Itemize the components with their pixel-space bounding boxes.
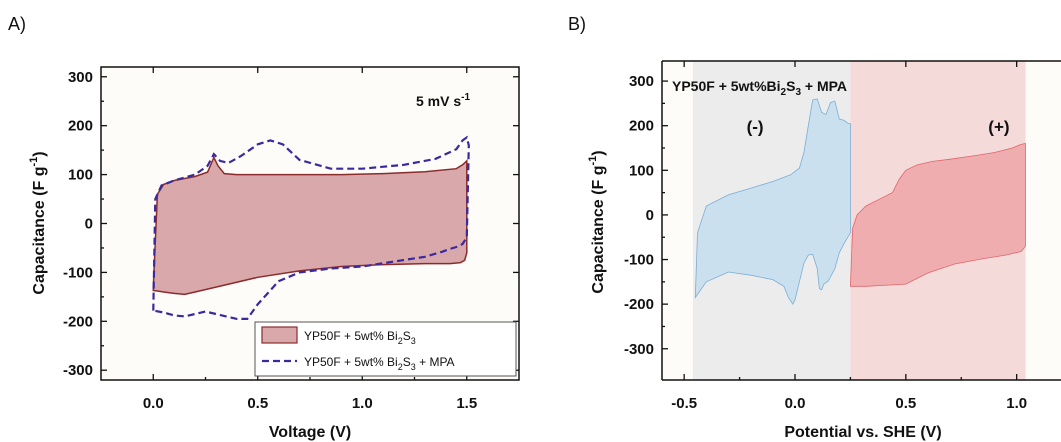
panel-a-legend: YP50F + 5wt% Bi2S3 YP50F + 5wt% Bi2S3 + …	[254, 321, 517, 377]
panel-b-x-tick-label: 1.0	[1006, 395, 1027, 412]
panel-b-y-tick-label: 0	[646, 207, 654, 224]
panel-a-ticks	[101, 67, 519, 380]
panel-b-label: B)	[568, 14, 586, 34]
panel-a-x-axis-title: Voltage (V)	[269, 424, 351, 441]
panel-b-y-tick-label: 300	[629, 73, 654, 90]
panel-a-series-bi2s3-area	[152, 155, 468, 296]
panel-a-legend-swatch-filled	[261, 326, 298, 344]
panel-a-x-tick-label: 1.5	[456, 395, 477, 412]
panel-a-plot-frame	[100, 66, 520, 381]
panel-a-x-tick-label: 0.5	[247, 395, 268, 412]
panel-b-region-label-negative: (-)	[747, 117, 764, 136]
panel-a-label: A)	[8, 14, 26, 34]
panel-a-legend-box	[254, 321, 517, 377]
panel-b-y-axis-title: Capacitance (F g-1)	[587, 150, 607, 293]
panel-a-x-tick-label: 1.0	[352, 395, 373, 412]
panel-a-legend-label-dashed: YP50F + 5wt% Bi2S3 + MPA	[304, 355, 455, 372]
panel-a-y-tick-label: -100	[63, 264, 93, 281]
panel-a-y-tick-labels: -300 -200 -100 0 100 200 300	[63, 69, 93, 379]
panel-a-y-tick-label: 300	[68, 69, 93, 86]
panel-b-x-tick-label: 0.5	[895, 395, 916, 412]
panel-a-y-tick-label: 100	[68, 167, 93, 184]
panel-b-series-negative-electrode	[694, 98, 851, 306]
panel-b-title: YP50F + 5wt%Bi2S3 + MPA	[672, 78, 847, 98]
panel-a-y-tick-label: 200	[68, 118, 93, 135]
panel-b-series-positive-electrode	[849, 143, 1026, 287]
panel-b-y-tick-label: 200	[629, 118, 654, 135]
panel-a-legend-label-filled: YP50F + 5wt% Bi2S3	[304, 329, 416, 346]
panel-a-x-tick-label: 0.0	[143, 395, 164, 412]
panel-a-x-tick-labels: 0.0 0.5 1.0 1.5	[143, 395, 477, 412]
panel-b-y-tick-label: -200	[624, 296, 654, 313]
panel-b-x-tick-labels: -0.5 0.0 0.5 1.0	[671, 395, 1027, 412]
panel-b: B) (-) (+) YP50F + 5wt%Bi2S3 + MPA -300 …	[568, 14, 1061, 441]
panel-b-y-tick-labels: -300 -200 -100 0 100 200 300	[624, 73, 654, 358]
panel-b-region-label-positive: (+)	[988, 117, 1009, 136]
panel-b-x-tick-label: -0.5	[671, 395, 697, 412]
panel-b-x-tick-label: 0.0	[785, 395, 806, 412]
panel-a: A) -300 -200 -100 0 100 200 300 0.0 0.5 …	[8, 14, 520, 441]
panel-a-y-tick-label: -300	[63, 362, 93, 379]
panel-b-y-tick-label: -300	[624, 341, 654, 358]
panel-a-y-tick-label: 0	[85, 216, 93, 233]
panel-a-scan-rate-annotation: 5 mV s-1	[416, 92, 470, 109]
panel-a-y-axis-title: Capacitance (F g-1)	[28, 151, 48, 294]
panel-b-y-tick-label: 100	[629, 162, 654, 179]
panel-b-x-axis-title: Potential vs. SHE (V)	[784, 424, 941, 441]
panel-b-y-tick-label: -100	[624, 252, 654, 269]
panel-a-series-bi2s3-mpa-line	[152, 135, 470, 320]
panel-a-y-tick-label: -200	[63, 313, 93, 330]
